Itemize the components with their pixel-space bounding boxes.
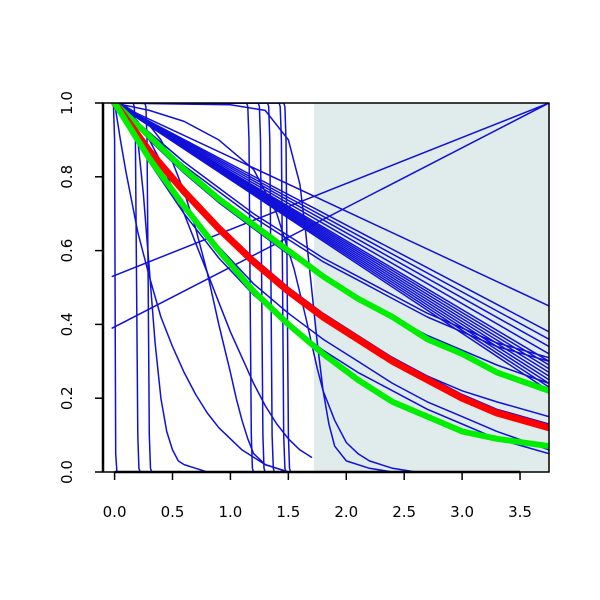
axes-layer: 0.0 0.5 1.0 1.5 2.0 2.5 3.0 3.5 0.0 0.2 0.4 0.6 0.8 1…: [58, 91, 550, 521]
series-line-26-blue: [113, 103, 290, 472]
y-tick-label: 1.0: [58, 91, 76, 115]
series-line-15-blue: [113, 103, 549, 359]
series-line-1-blue: [113, 103, 549, 307]
x-tick-label: 3.5: [508, 503, 532, 521]
y-tick-label: 0.6: [58, 239, 76, 263]
series-line-40-green: [111, 103, 549, 450]
y-tick-label: 0.2: [58, 386, 76, 410]
x-tick-label: 0.0: [103, 503, 127, 521]
y-tick-label: 0.8: [58, 165, 76, 189]
series-line-37-blue: [112, 103, 118, 472]
series-line-4-blue: [113, 103, 549, 348]
series-line-14-blue: [113, 103, 549, 392]
x-tick-label: 2.5: [392, 503, 416, 521]
series-line-38-green: [111, 103, 549, 394]
series-line-27-blue: [113, 103, 417, 472]
x-tick-label: 2.0: [334, 503, 358, 521]
series-line-22-blue: [111, 103, 549, 329]
series-line-24-blue: [113, 103, 290, 472]
x-tick-label: 1.0: [218, 503, 242, 521]
series-line-23-blue: [111, 103, 549, 278]
series-line-3-blue: [113, 103, 549, 340]
series-line-25-blue: [113, 103, 232, 472]
x-tick-label: 1.5: [276, 503, 300, 521]
y-tick-label: 0.4: [58, 312, 76, 336]
series-line-2-blue: [113, 103, 549, 333]
x-tick-label: 0.5: [161, 503, 185, 521]
series-line-39-red: [111, 103, 549, 432]
series-line-5-blue: [113, 103, 549, 355]
x-tick-label: 3.0: [450, 503, 474, 521]
series-layer: [111, 103, 549, 472]
y-tick-label: 0.0: [58, 460, 76, 484]
